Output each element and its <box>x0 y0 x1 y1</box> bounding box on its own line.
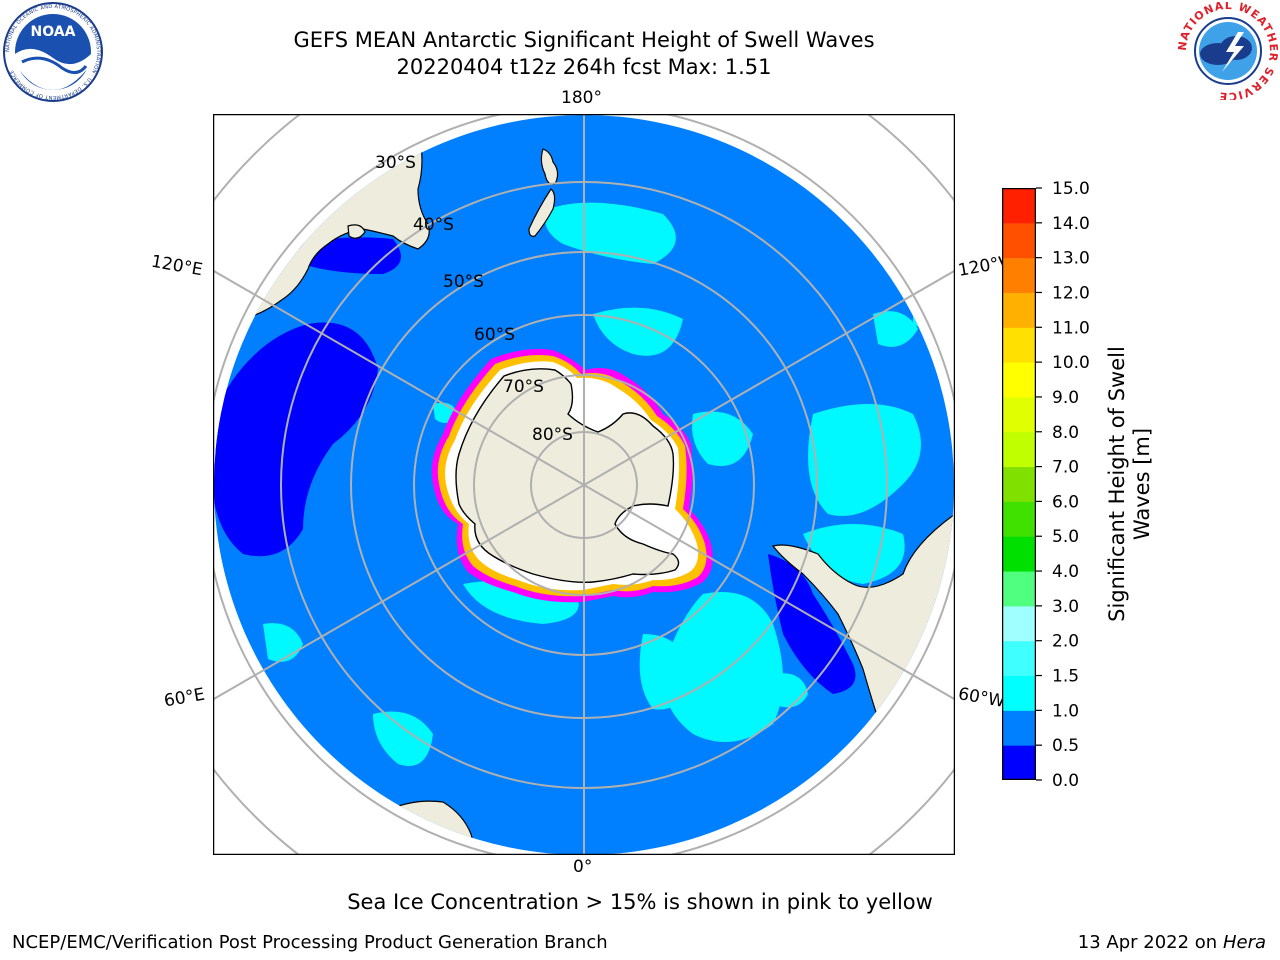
colorbar-tick-label: 2.0 <box>1052 632 1079 652</box>
lon-label-0: 0° <box>573 857 593 877</box>
colorbar-tick-label: 3.0 <box>1052 597 1079 617</box>
colorbar-tick-label: 10.0 <box>1052 353 1090 373</box>
colorbar-tick-label: 9.0 <box>1052 388 1079 408</box>
footer-date-text: 13 Apr 2022 on <box>1077 932 1223 953</box>
colorbar-tick-label: 6.0 <box>1052 492 1079 512</box>
noaa-logo-text: NOAA <box>31 24 76 40</box>
colorbar-band <box>1002 362 1036 398</box>
colorbar-tick-label: 14.0 <box>1052 214 1090 234</box>
colorbar-band <box>1002 571 1036 607</box>
colorbar-band <box>1002 640 1036 677</box>
colorbar-band <box>1002 257 1036 293</box>
colorbar-band <box>1002 327 1036 363</box>
lon-label-60e: 60°E <box>162 684 207 712</box>
colorbar-band <box>1002 745 1036 780</box>
colorbar-tick-label: 5.0 <box>1052 527 1079 547</box>
colorbar-band <box>1002 675 1036 711</box>
polar-map: 30°S 40°S 50°S 60°S 70°S 80°S <box>213 114 955 855</box>
colorbar-tick-label: 11.0 <box>1052 318 1090 338</box>
colorbar-band <box>1002 466 1036 502</box>
colorbar-tick-label: 7.0 <box>1052 458 1079 478</box>
colorbar-band <box>1002 188 1036 224</box>
colorbar-band <box>1002 292 1036 328</box>
colorbar-tick-label: 15.0 <box>1052 179 1090 199</box>
noaa-logo: NOAA NATIONAL OCEANIC AND ATMOSPHERIC AD… <box>3 2 103 102</box>
colorbar-tick-label: 12.0 <box>1052 283 1090 303</box>
nws-logo: NATIONAL WEATHER SERVICE <box>1178 2 1278 100</box>
colorbar-label-line2: Waves [m] <box>1130 427 1154 541</box>
chart-subtitle: 20220404 t12z 264h fcst Max: 1.51 <box>396 55 772 79</box>
colorbar-band <box>1002 431 1036 468</box>
lon-label-180: 180° <box>561 88 602 108</box>
colorbar-band <box>1002 396 1036 433</box>
footer-host: Hera <box>1222 932 1266 953</box>
colorbar-label: Significant Height of Swell Waves [m] <box>1105 314 1165 654</box>
lon-label-120e: 120°E <box>149 251 205 281</box>
sea-ice-caption: Sea Ice Concentration > 15% is shown in … <box>347 890 933 914</box>
colorbar <box>1002 188 1036 780</box>
colorbar-tick-label: 8.0 <box>1052 423 1079 443</box>
colorbar-tick-label: 0.0 <box>1052 771 1079 791</box>
colorbar-label-line1: Significant Height of Swell <box>1105 346 1129 622</box>
colorbar-tick-label: 0.5 <box>1052 736 1079 756</box>
colorbar-band <box>1002 501 1036 537</box>
colorbar-band <box>1002 605 1036 642</box>
colorbar-tick-label: 1.0 <box>1052 701 1079 721</box>
lon-label-60w: 60°W <box>956 684 1007 712</box>
colorbar-band <box>1002 710 1036 746</box>
graticule <box>213 114 955 855</box>
lat-label-30s: 30°S <box>375 153 416 173</box>
chart-title: GEFS MEAN Antarctic Significant Height o… <box>293 28 875 52</box>
low-swell-region-indian <box>214 322 378 557</box>
colorbar-ticks: 0.0 0.5 1.0 1.5 2.0 3.0 4.0 5.0 6.0 7.0 8.0 9.0 10.0… <box>1036 179 1090 791</box>
footer-branch: NCEP/EMC/Verification Post Processing Pr… <box>12 932 608 953</box>
footer-date: 13 Apr 2022 on Hera <box>1078 932 1266 953</box>
colorbar-band <box>1002 222 1036 259</box>
colorbar-band <box>1002 536 1036 572</box>
colorbar-tick-label: 4.0 <box>1052 562 1079 582</box>
land-tasmania <box>347 224 366 239</box>
colorbar-tick-label: 13.0 <box>1052 249 1090 269</box>
lat-label-50s: 50°S <box>443 272 484 292</box>
land-new-zealand-south <box>528 188 556 237</box>
lat-label-60s: 60°S <box>474 325 515 345</box>
map-frame <box>213 114 955 855</box>
lat-label-70s: 70°S <box>503 377 544 397</box>
lat-label-80s: 80°S <box>532 425 573 445</box>
low-swell-region-southamerica <box>768 554 856 694</box>
colorbar-tick-label: 1.5 <box>1052 667 1079 687</box>
lat-label-40s: 40°S <box>413 215 454 235</box>
